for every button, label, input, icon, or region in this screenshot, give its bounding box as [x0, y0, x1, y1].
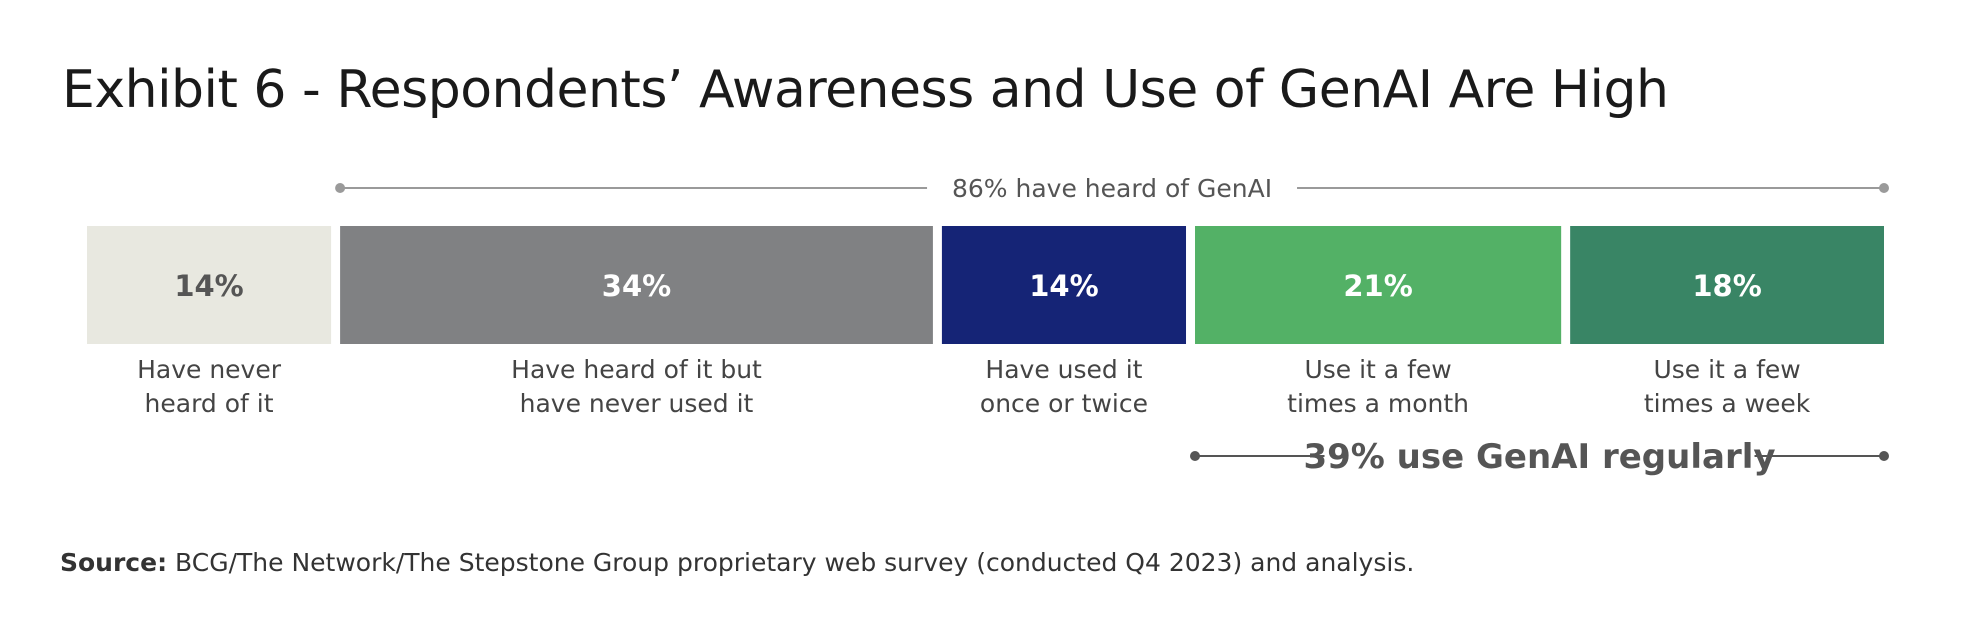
bracket-1-dot-right — [1879, 183, 1889, 193]
category-label-1-line-2: heard of it — [145, 389, 274, 418]
bar-segment-1 — [87, 226, 332, 344]
source-label: Source: — [60, 548, 168, 577]
category-label-2-line-1: Have heard of it but — [511, 355, 762, 384]
bracket-1-label: 86% have heard of GenAI — [952, 174, 1272, 203]
category-label-5-line-1: Use it a few — [1653, 355, 1800, 384]
bar-segment-4 — [1195, 226, 1562, 344]
source-note: Source: BCG/The Network/The Stepstone Gr… — [60, 548, 1414, 577]
category-label-2-line-2: have never used it — [520, 389, 754, 418]
category-label-5-line-2: times a week — [1644, 389, 1811, 418]
bracket-1-dot-left — [335, 183, 346, 193]
category-label-4-line-2: times a month — [1287, 389, 1469, 418]
value-label-2: 34% — [602, 269, 671, 303]
bar-segment-3 — [941, 226, 1187, 344]
bar-segment-2 — [340, 226, 933, 344]
category-label-1-line-1: Have never — [137, 355, 282, 384]
value-label-4: 21% — [1343, 269, 1412, 303]
bar-segment-5 — [1570, 226, 1884, 344]
bracket-2-label: 39% use GenAI regularly — [1303, 437, 1775, 477]
category-label-3-line-1: Have used it — [985, 355, 1142, 384]
chart-title: Exhibit 6 - Respondents’ Awareness and U… — [62, 60, 1669, 120]
bracket-2-dot-left — [1190, 451, 1201, 461]
bracket-2-dot-right — [1879, 451, 1889, 461]
value-label-1: 14% — [174, 269, 243, 303]
value-label-3: 14% — [1029, 269, 1098, 303]
category-label-3-line-2: once or twice — [980, 389, 1148, 418]
value-label-5: 18% — [1692, 269, 1761, 303]
source-text: BCG/The Network/The Stepstone Group prop… — [175, 548, 1415, 577]
category-label-4-line-1: Use it a few — [1304, 355, 1451, 384]
